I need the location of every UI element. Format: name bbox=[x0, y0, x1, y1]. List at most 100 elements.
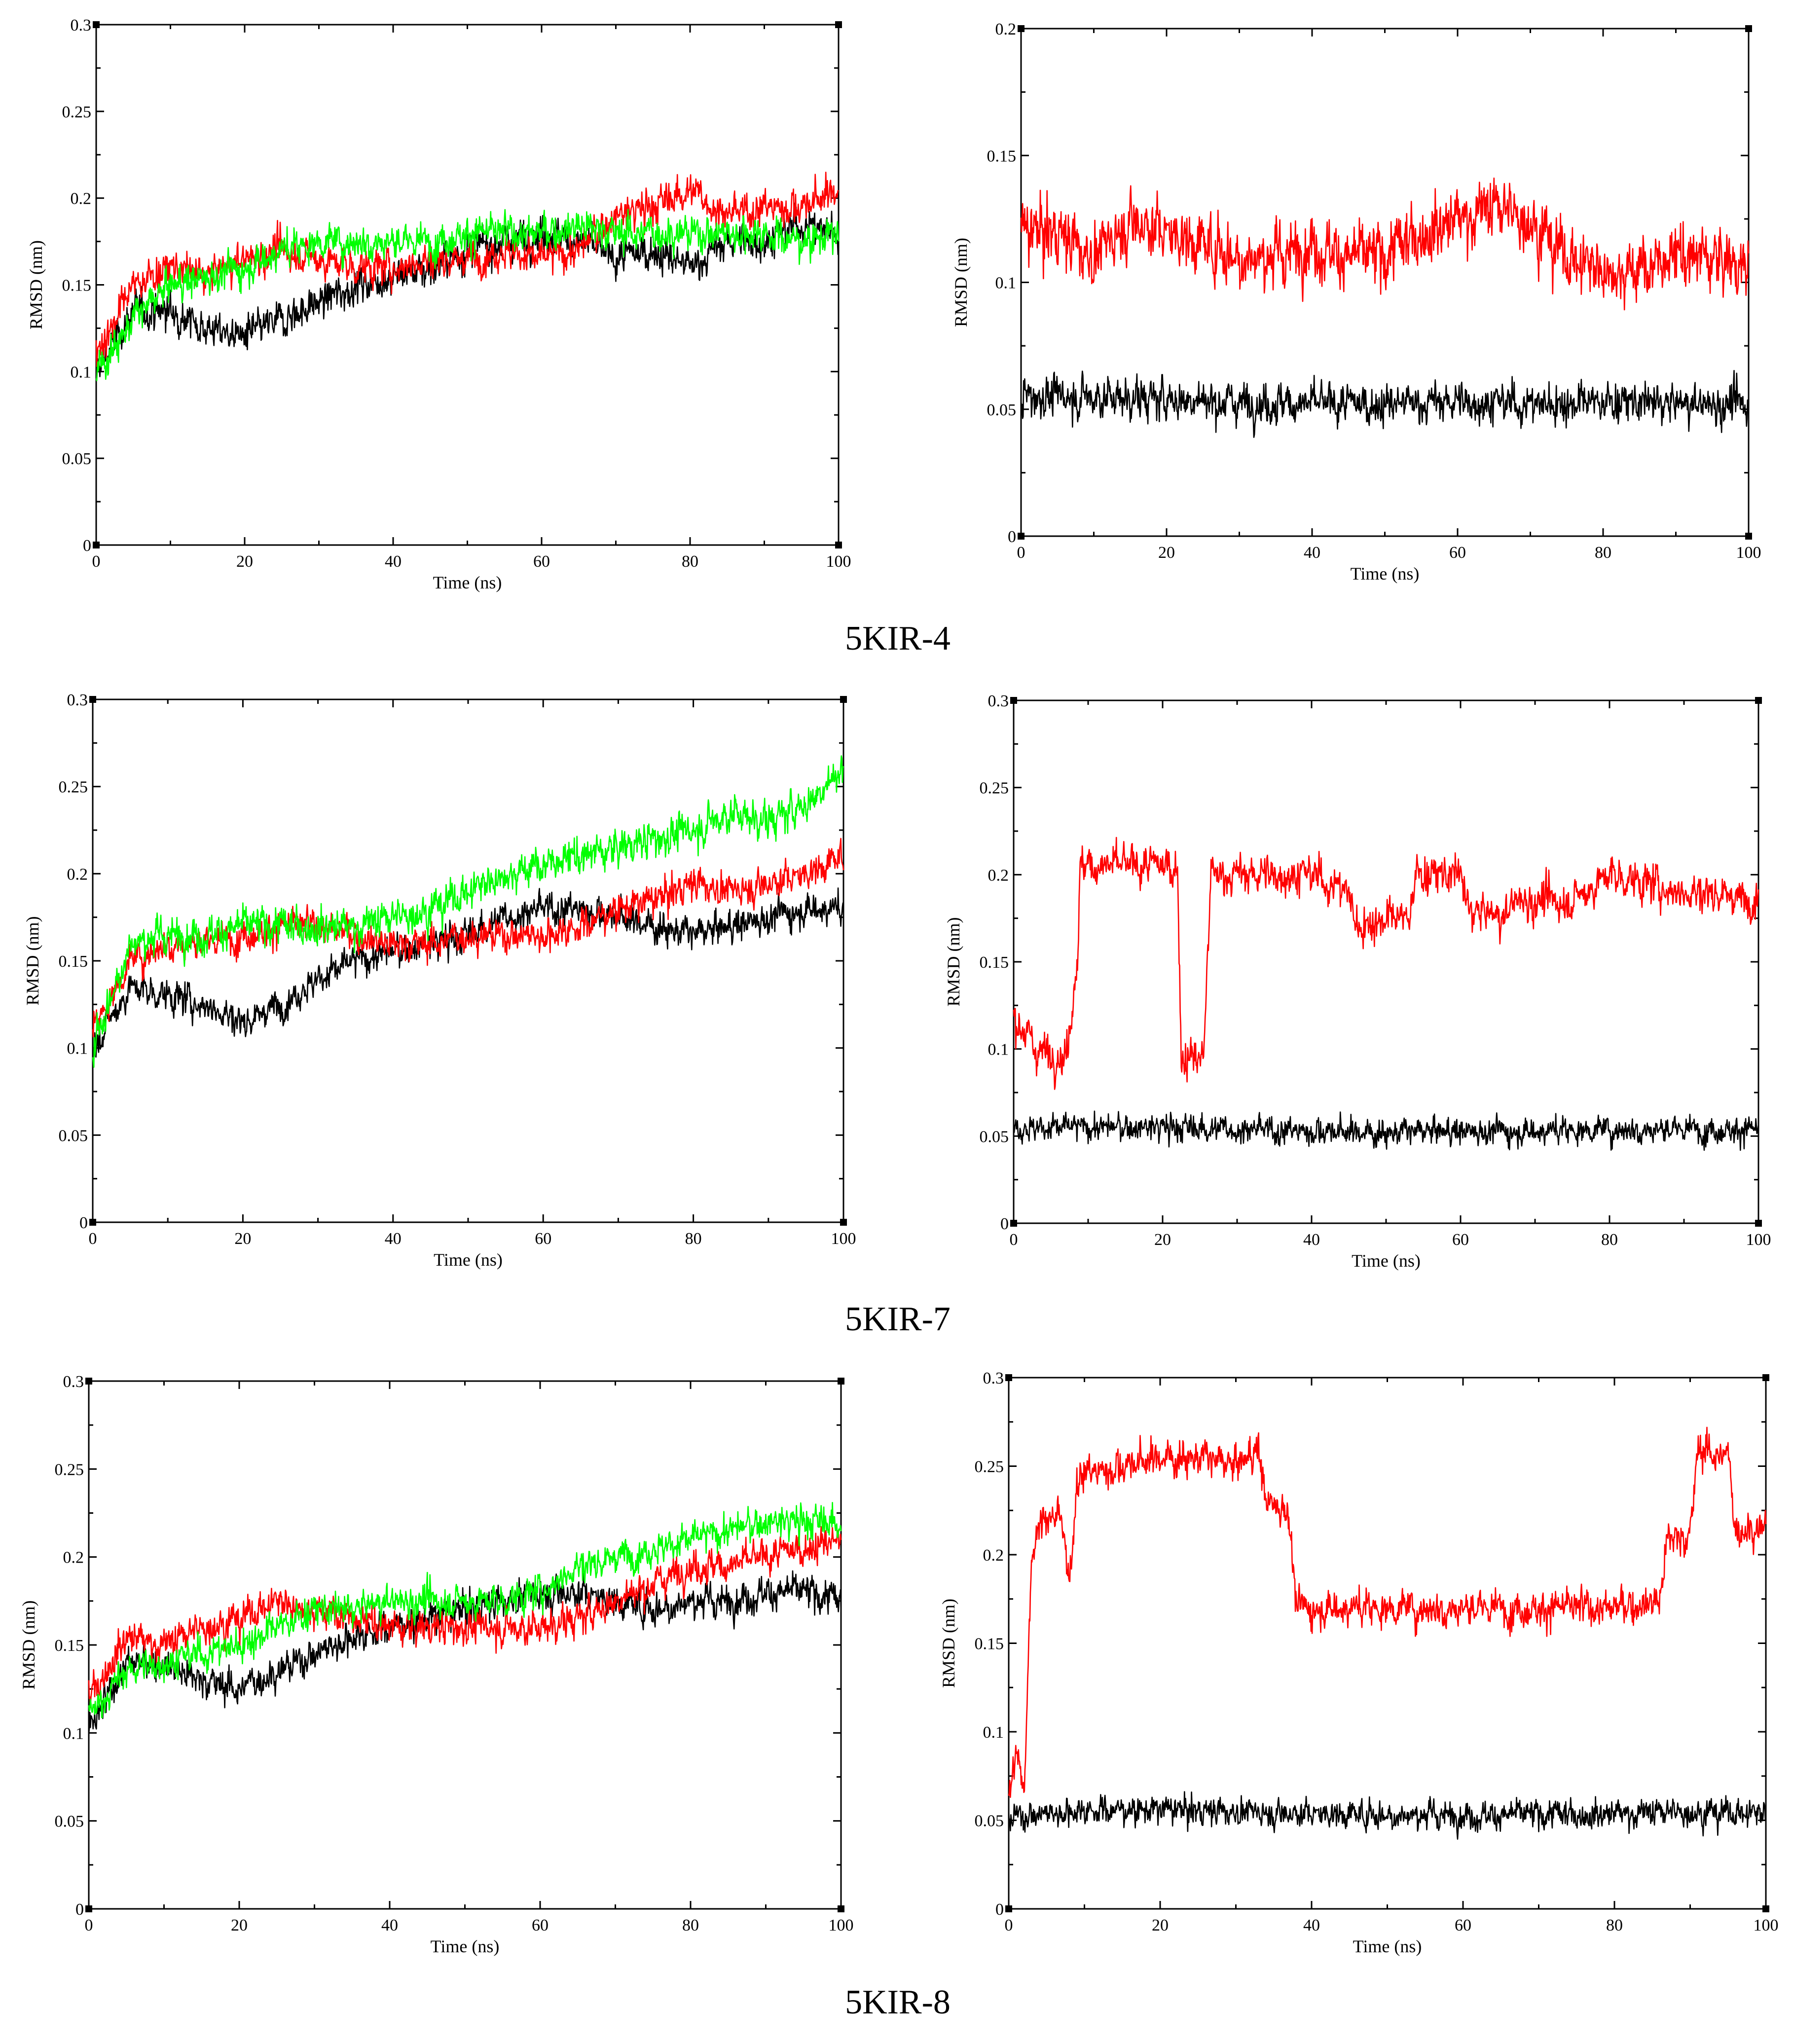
x-tick-label: 80 bbox=[1595, 544, 1611, 562]
caption-5kir-4: 5KIR-4 bbox=[845, 620, 951, 657]
x-axis-label: Time (ns) bbox=[433, 573, 502, 592]
x-tick-label: 100 bbox=[826, 552, 851, 571]
y-tick-label: 0.2 bbox=[983, 1546, 1004, 1565]
chart-5kir-4-right: 0 20 40 60 80 100 0 0.05 0.1 0.15 0.2 Time (ns) RMSD… bbox=[951, 20, 1761, 584]
y-tick-label: 0.1 bbox=[995, 274, 1017, 292]
x-tick-label: 20 bbox=[1152, 1916, 1169, 1934]
y-tick-label: 0.05 bbox=[62, 450, 92, 468]
x-tick-label: 40 bbox=[1304, 544, 1320, 562]
x-tick-label: 20 bbox=[1154, 1231, 1171, 1249]
y-tick-label: 0.15 bbox=[987, 147, 1017, 165]
series-line-red bbox=[1008, 1426, 1767, 1798]
y-tick-label: 0.05 bbox=[987, 401, 1017, 419]
y-axis-label: RMSD (nm) bbox=[939, 1599, 958, 1688]
y-tick-label: 0.05 bbox=[59, 1127, 88, 1145]
x-tick-label: 60 bbox=[533, 552, 550, 571]
y-axis-label: RMSD (nm) bbox=[23, 916, 42, 1005]
series-line-black bbox=[1008, 1791, 1767, 1840]
series-line-red bbox=[92, 838, 844, 1038]
x-tick-label: 40 bbox=[1303, 1231, 1320, 1249]
series-line-red bbox=[88, 1526, 842, 1709]
y-tick-label: 0.05 bbox=[975, 1812, 1004, 1830]
plot-frame bbox=[88, 1380, 842, 1910]
y-tick-label: 0 bbox=[995, 1900, 1004, 1919]
y-axis-label: RMSD (nm) bbox=[26, 240, 46, 329]
y-tick-label: 0.1 bbox=[67, 1040, 88, 1058]
x-tick-label: 80 bbox=[685, 1230, 702, 1248]
y-tick-label: 0 bbox=[79, 1214, 88, 1232]
y-axis-label: RMSD (nm) bbox=[19, 1600, 38, 1689]
x-tick-label: 60 bbox=[1455, 1916, 1471, 1934]
x-axis-label: Time (ns) bbox=[1352, 1251, 1421, 1271]
y-tick-label: 0.2 bbox=[988, 866, 1009, 884]
x-tick-label: 60 bbox=[535, 1230, 551, 1248]
y-tick-label: 0.15 bbox=[55, 1637, 84, 1655]
y-tick-label: 0 bbox=[75, 1900, 84, 1919]
y-tick-label: 0.15 bbox=[980, 953, 1009, 972]
series-line-green bbox=[88, 1502, 842, 1718]
x-axis-label: Time (ns) bbox=[1351, 564, 1420, 584]
x-tick-label: 100 bbox=[1746, 1231, 1771, 1249]
series-line-red bbox=[1020, 177, 1750, 311]
y-axis-label: RMSD (nm) bbox=[951, 238, 971, 327]
y-tick-label: 0.15 bbox=[59, 952, 88, 971]
y-tick-label: 0.3 bbox=[988, 692, 1009, 710]
y-tick-label: 0.25 bbox=[62, 103, 92, 121]
x-tick-label: 100 bbox=[1736, 544, 1761, 562]
y-tick-label: 0.3 bbox=[71, 16, 92, 35]
y-tick-label: 0.1 bbox=[983, 1723, 1004, 1742]
y-tick-label: 0.25 bbox=[975, 1458, 1004, 1476]
y-tick-label: 0.25 bbox=[55, 1460, 84, 1479]
series-line-black bbox=[1020, 369, 1750, 438]
x-tick-label: 0 bbox=[1005, 1916, 1013, 1934]
x-tick-label: 60 bbox=[1449, 544, 1466, 562]
y-tick-label: 0.1 bbox=[988, 1041, 1009, 1059]
plot-frame bbox=[92, 698, 844, 1223]
y-tick-label: 0.2 bbox=[63, 1549, 84, 1567]
y-tick-label: 0 bbox=[1008, 528, 1016, 546]
x-tick-label: 60 bbox=[1452, 1231, 1469, 1249]
y-tick-label: 0.25 bbox=[980, 779, 1009, 798]
x-tick-label: 40 bbox=[385, 1230, 402, 1248]
x-tick-label: 40 bbox=[1303, 1916, 1320, 1934]
y-tick-label: 0.1 bbox=[71, 363, 92, 381]
y-tick-label: 0.05 bbox=[980, 1128, 1009, 1146]
y-tick-label: 0.1 bbox=[63, 1724, 84, 1743]
y-tick-label: 0.3 bbox=[63, 1373, 84, 1391]
x-axis-label: Time (ns) bbox=[431, 1936, 500, 1956]
x-tick-label: 80 bbox=[682, 552, 698, 571]
plot-frame bbox=[1008, 1377, 1767, 1910]
x-tick-label: 100 bbox=[829, 1916, 854, 1934]
x-tick-label: 0 bbox=[92, 552, 101, 571]
y-axis-label: RMSD (nm) bbox=[944, 917, 963, 1006]
x-tick-label: 80 bbox=[682, 1916, 699, 1934]
y-tick-label: 0 bbox=[1000, 1215, 1009, 1233]
x-tick-label: 60 bbox=[532, 1916, 549, 1934]
series-line-red bbox=[1013, 837, 1759, 1090]
y-tick-label: 0.15 bbox=[975, 1635, 1004, 1653]
y-tick-label: 0.2 bbox=[67, 865, 88, 883]
x-tick-label: 20 bbox=[234, 1230, 251, 1248]
y-tick-label: 0.2 bbox=[71, 190, 92, 208]
x-tick-label: 40 bbox=[385, 552, 402, 571]
plot-frame bbox=[95, 24, 840, 546]
chart-5kir-7-left: 0 20 40 60 80 100 0 0.05 0.1 0.15 0.2 0.25 0.3 Time (… bbox=[23, 691, 856, 1270]
x-tick-label: 80 bbox=[1606, 1916, 1623, 1934]
chart-5kir-8-right: 0 20 40 60 80 100 0 0.05 0.1 0.15 0.2 0.25 0.3 Time (… bbox=[939, 1369, 1779, 1956]
chart-5kir-7-right: 0 20 40 60 80 100 0 0.05 0.1 0.15 0.2 0.25 0.3 Time (… bbox=[944, 692, 1771, 1271]
chart-5kir-8-left: 0 20 40 60 80 100 0 0.05 0.1 0.15 0.2 0.25 0.3 Time (… bbox=[19, 1373, 854, 1956]
series-line-black bbox=[88, 1570, 842, 1734]
x-axis-label: Time (ns) bbox=[1353, 1936, 1422, 1956]
series-line-black bbox=[92, 887, 844, 1058]
series-line-red bbox=[95, 171, 839, 367]
y-tick-label: 0.3 bbox=[67, 691, 88, 709]
x-axis-label: Time (ns) bbox=[434, 1250, 503, 1270]
series-line-green bbox=[95, 209, 840, 381]
chart-5kir-4-left: 0 20 40 60 80 100 0 0.05 0.1 0.15 0.2 0.25 0.3 Time (… bbox=[26, 16, 851, 592]
x-tick-label: 20 bbox=[1158, 544, 1175, 562]
series-line-black bbox=[95, 202, 840, 377]
y-tick-label: 0.3 bbox=[983, 1369, 1004, 1387]
series-line-black bbox=[1013, 1110, 1759, 1151]
